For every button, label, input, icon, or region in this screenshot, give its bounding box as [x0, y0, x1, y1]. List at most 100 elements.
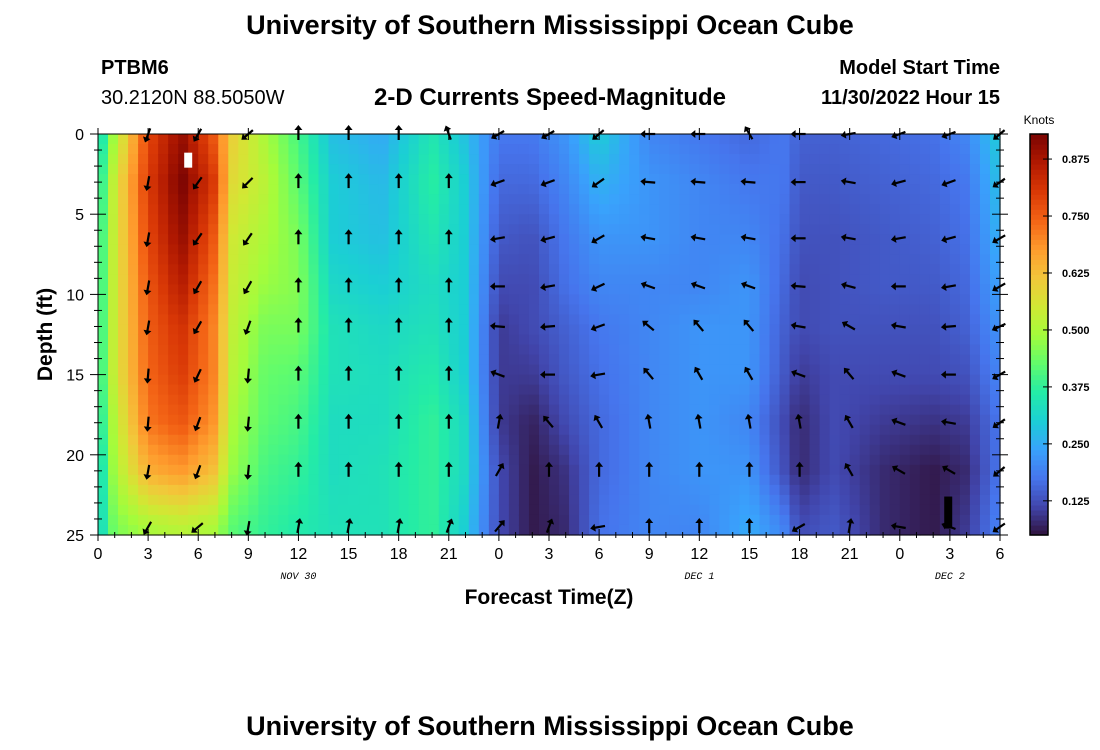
heatmap-cell [609, 134, 620, 145]
heatmap-cell [168, 364, 179, 376]
heatmap-cell [679, 254, 690, 265]
heatmap-cell [118, 284, 129, 296]
heatmap-cell [518, 264, 530, 275]
heatmap-cell [368, 264, 380, 275]
current-arrow-head [693, 319, 700, 326]
heatmap-cell [358, 394, 370, 406]
heatmap-cell [799, 154, 811, 165]
heatmap-cell [899, 194, 911, 205]
heatmap-cell [318, 214, 330, 225]
current-arrow-head [489, 322, 496, 331]
heatmap-cell [689, 284, 700, 296]
heatmap-cell [308, 484, 320, 496]
heatmap-cell [288, 304, 300, 316]
heatmap-cell [899, 214, 911, 225]
heatmap-cell [679, 184, 690, 195]
heatmap-cell [508, 354, 520, 366]
heatmap-cell [679, 314, 690, 326]
heatmap-cell [649, 154, 660, 165]
heatmap-cell [789, 484, 801, 496]
heatmap-cell [749, 184, 761, 195]
heatmap-cell [659, 234, 670, 245]
heatmap-cell [428, 144, 440, 155]
heatmap-cell [238, 194, 249, 205]
x-tick-label: 21 [440, 546, 458, 563]
heatmap-cell [518, 374, 530, 386]
heatmap-cell [198, 264, 209, 275]
heatmap-cell [819, 364, 831, 376]
heatmap-cell [168, 514, 179, 526]
heatmap-cell [508, 294, 520, 306]
heatmap-cell [769, 524, 781, 536]
heatmap-cell [268, 144, 279, 155]
heatmap-cell [218, 474, 229, 486]
colorbar-segment [1030, 374, 1048, 381]
heatmap-cell [579, 364, 590, 376]
heatmap-cell [508, 494, 520, 506]
heatmap-cell [488, 454, 500, 466]
heatmap-cell [98, 314, 109, 326]
heatmap-cell [148, 494, 159, 506]
heatmap-cell [879, 474, 891, 486]
heatmap-cell [799, 524, 811, 536]
chart-title: 2-D Currents Speed-Magnitude [373, 84, 727, 111]
heatmap-cell [178, 204, 189, 215]
heatmap-cell [899, 494, 911, 506]
heatmap-cell [178, 144, 189, 155]
heatmap-cell [989, 474, 1001, 486]
heatmap-cell [549, 224, 560, 235]
heatmap-cell [428, 344, 440, 356]
heatmap-cell [198, 524, 209, 536]
heatmap-cell [368, 184, 380, 195]
heatmap-cell [308, 254, 320, 265]
heatmap-cell [118, 404, 129, 416]
heatmap-cell [869, 484, 881, 496]
heatmap-cell [378, 404, 390, 416]
heatmap-cell [468, 364, 480, 376]
heatmap-cell [158, 454, 169, 466]
heatmap-cell [649, 314, 660, 326]
heatmap-cell [839, 274, 851, 285]
heatmap-cell [599, 374, 610, 386]
heatmap-cell [759, 344, 771, 356]
heatmap-cell [188, 304, 199, 316]
current-arrow-head [791, 525, 799, 533]
heatmap-cell [388, 334, 400, 346]
heatmap-cell [208, 384, 219, 396]
heatmap-cell [478, 304, 490, 316]
x-tick-label: 3 [945, 546, 954, 563]
heatmap-cell [749, 204, 761, 215]
heatmap-cell [108, 244, 119, 255]
heatmap-cell [679, 194, 690, 205]
heatmap-cell [228, 294, 239, 306]
heatmap-cell [408, 234, 420, 245]
heatmap-cell [258, 294, 269, 306]
heatmap-cell [969, 314, 981, 326]
heatmap-cell [128, 184, 139, 195]
heatmap-cell [388, 234, 400, 245]
heatmap-cell [278, 234, 290, 245]
heatmap-cell [829, 364, 841, 376]
heatmap-cell [669, 214, 680, 225]
heatmap-cell [949, 454, 961, 466]
heatmap-cell [749, 434, 761, 446]
heatmap-cell [368, 344, 380, 356]
heatmap-cell [448, 244, 460, 255]
heatmap-cell [488, 184, 500, 195]
x-tick-label: 6 [996, 546, 1005, 563]
heatmap-cell [559, 264, 570, 275]
heatmap-cell [248, 234, 259, 245]
current-arrow-head [744, 366, 751, 374]
heatmap-cell [478, 354, 490, 366]
heatmap-cell [819, 384, 831, 396]
heatmap-cell [709, 364, 720, 376]
heatmap-cell [659, 184, 670, 195]
heatmap-cell [689, 224, 700, 235]
heatmap-cell [639, 514, 650, 526]
heatmap-cell [829, 204, 841, 215]
heatmap-cell [659, 264, 670, 275]
heatmap-cell [559, 494, 570, 506]
heatmap-cell [779, 364, 791, 376]
current-arrow-head [495, 413, 504, 420]
heatmap-cell [418, 204, 430, 215]
